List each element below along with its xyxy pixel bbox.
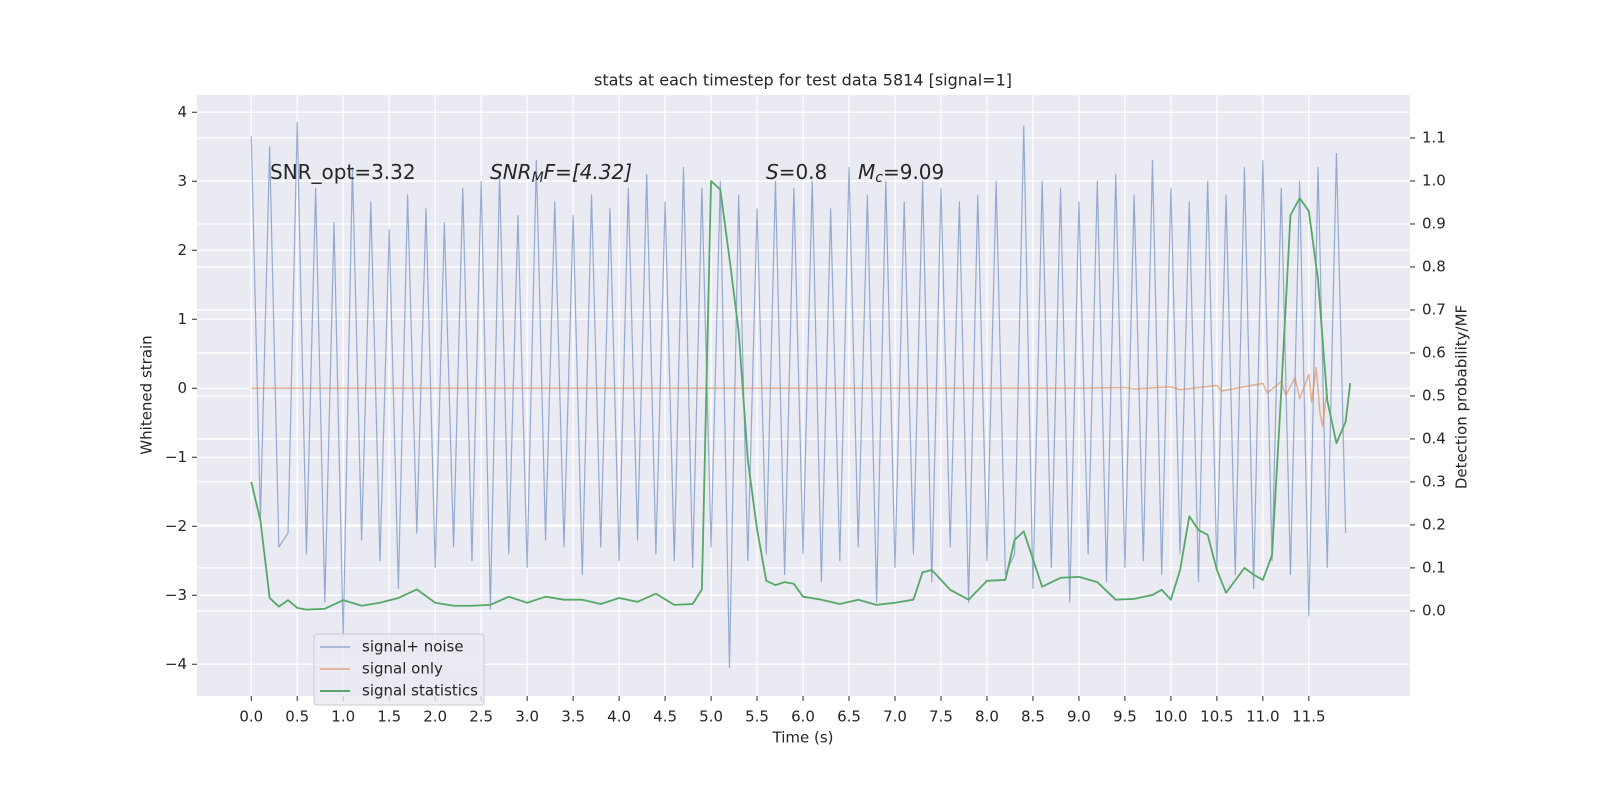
annotation: S=0.8 <box>766 160 827 184</box>
x-tick-label: 6.5 <box>837 708 861 726</box>
x-tick-label: 10.0 <box>1154 708 1187 726</box>
annotation-part: M <box>858 160 875 184</box>
y-tick-label: −4 <box>165 655 187 673</box>
annotation-part: SNR_opt=3.32 <box>270 160 416 184</box>
x-tick-label: 0.5 <box>285 708 309 726</box>
x-tick-label: 5.0 <box>699 708 723 726</box>
y-tick-label: −3 <box>165 586 187 604</box>
y-tick-label: −1 <box>165 448 187 466</box>
x-tick-label: 11.5 <box>1292 708 1325 726</box>
y2-tick-label: 0.0 <box>1422 601 1446 619</box>
x-tick-label: 3.0 <box>515 708 539 726</box>
chart-title: stats at each timestep for test data 581… <box>594 71 1012 90</box>
y-tick-label: 3 <box>177 172 187 190</box>
annotation: Mc=9.09 <box>858 160 944 187</box>
labels: 0.0 0.5 1.0 1.5 2.0 2.5 3.0 3.5 4.0 4.5 5.0 5.5 6.0 6… <box>165 103 1446 726</box>
legend-label: signal+ noise <box>362 638 464 656</box>
y2-tick-label: 0.9 <box>1422 214 1446 232</box>
y2-axis-label: Detection probability/MF <box>1453 305 1471 489</box>
y2-tick-label: 0.8 <box>1422 257 1446 275</box>
x-tick-label: 2.5 <box>469 708 493 726</box>
x-tick-label: 8.0 <box>975 708 999 726</box>
y2-tick-label: 1.0 <box>1422 171 1446 189</box>
legend-label: signal only <box>362 660 443 678</box>
x-tick-label: 9.5 <box>1113 708 1137 726</box>
y2-tick-label: 0.1 <box>1422 558 1446 576</box>
x-tick-label: 2.0 <box>423 708 447 726</box>
y-tick-label: 1 <box>177 310 187 328</box>
y2-tick-label: 0.7 <box>1422 300 1446 318</box>
y2-tick-label: 0.4 <box>1422 429 1446 447</box>
x-tick-label: 4.5 <box>653 708 677 726</box>
annotation-part: =9.09 <box>883 160 944 184</box>
y2-tick-label: 0.6 <box>1422 343 1446 361</box>
series-line <box>250 180 1352 611</box>
annotation-part: SNR <box>490 160 532 184</box>
x-tick-label: 8.5 <box>1021 708 1045 726</box>
x-tick-label: 1.0 <box>331 708 355 726</box>
x-axis-label: Time (s) <box>772 729 834 747</box>
y2-tick-label: 0.2 <box>1422 515 1446 533</box>
y2-tick-label: 0.5 <box>1422 386 1446 404</box>
annotation: SNRMF=[4.32] <box>490 160 632 187</box>
series-line <box>251 366 1328 427</box>
x-tick-label: 11.0 <box>1246 708 1279 726</box>
x-tick-label: 6.0 <box>791 708 815 726</box>
marks <box>250 122 1352 669</box>
annotation-part: S <box>766 160 779 184</box>
annotation-part: M <box>532 170 544 186</box>
x-tick-label: 9.0 <box>1067 708 1091 726</box>
annotation: SNR_opt=3.32 <box>270 160 416 184</box>
x-tick-label: 3.5 <box>561 708 585 726</box>
legend-box <box>313 633 485 706</box>
x-tick-label: 10.5 <box>1200 708 1233 726</box>
y-tick-label: 0 <box>177 379 187 397</box>
y-tick-label: 2 <box>177 241 187 259</box>
x-tick-label: 7.5 <box>929 708 953 726</box>
y-tick-label: 4 <box>177 103 187 121</box>
x-tick-label: 1.5 <box>377 708 401 726</box>
y2-tick-label: 1.1 <box>1422 128 1446 146</box>
x-tick-label: 7.0 <box>883 708 907 726</box>
y-axis-label: Whitened strain <box>138 335 156 454</box>
x-tick-label: 5.5 <box>745 708 769 726</box>
annotation-part: =0.8 <box>779 160 828 184</box>
legend-label: signal statistics <box>362 682 478 700</box>
y2-tick-label: 0.3 <box>1422 472 1446 490</box>
x-tick-label: 4.0 <box>607 708 631 726</box>
y-tick-label: −2 <box>165 517 187 535</box>
annotation-part: F=[4.32] <box>544 160 632 184</box>
x-tick-label: 0.0 <box>239 708 263 726</box>
annotation-part: c <box>875 170 883 186</box>
series-line <box>250 122 1347 669</box>
